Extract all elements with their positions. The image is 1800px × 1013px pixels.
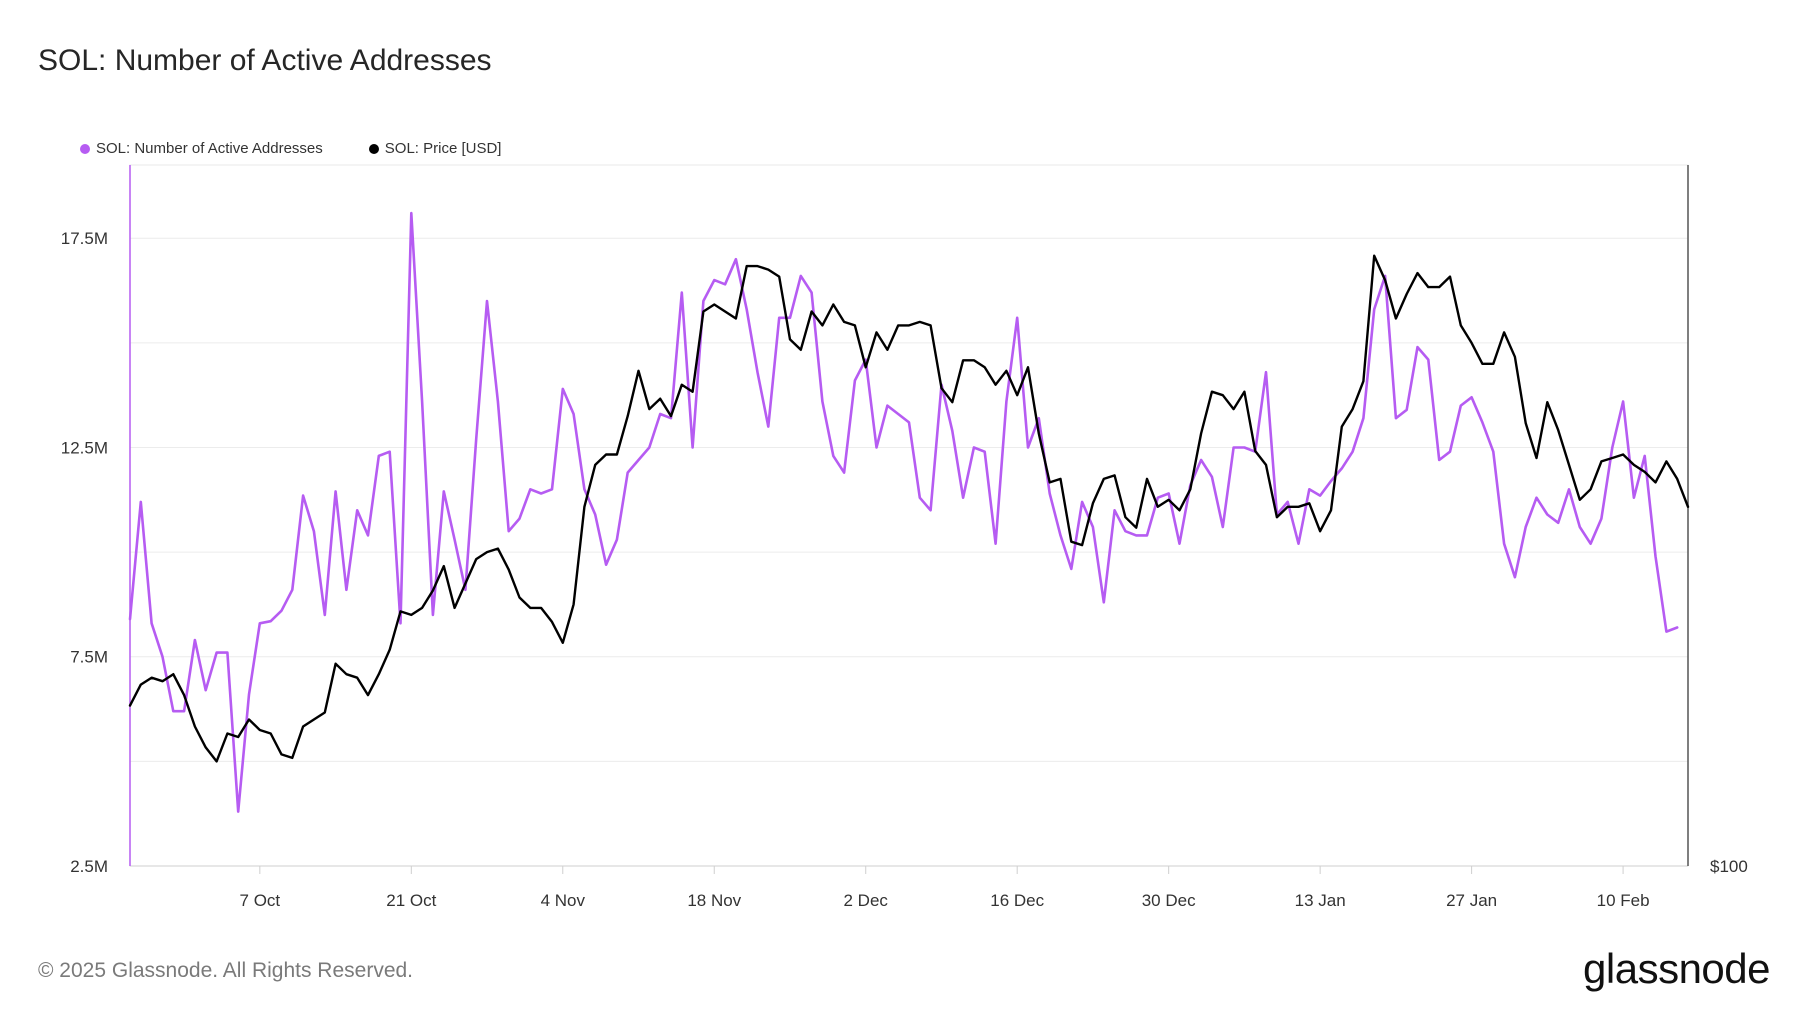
- plot-area: [129, 164, 1689, 867]
- copyright-text: © 2025 Glassnode. All Rights Reserved.: [38, 959, 414, 982]
- x-tick-label: 10 Feb: [1597, 891, 1650, 910]
- x-tick-label: 21 Oct: [386, 891, 436, 910]
- y-tick-label-left: 17.5M: [61, 229, 108, 248]
- legend-item-price[interactable]: SOL: Price [USD]: [368, 140, 502, 157]
- legend-item-active-addresses[interactable]: SOL: Number of Active Addresses: [80, 140, 323, 157]
- legend-dot-price: [368, 143, 379, 154]
- chart-legend: SOL: Number of Active Addresses SOL: Pri…: [80, 140, 501, 157]
- legend-label-price: SOL: Price [USD]: [384, 140, 502, 157]
- x-tick-label: 13 Jan: [1295, 891, 1346, 910]
- y-tick-label-left: 12.5M: [61, 438, 108, 457]
- series-line-price: [128, 254, 1690, 763]
- x-tick-label: 4 Nov: [541, 891, 586, 910]
- x-tick-label: 7 Oct: [240, 891, 281, 910]
- legend-label-active-addresses: SOL: Number of Active Addresses: [96, 140, 323, 157]
- page-title: SOL: Number of Active Addresses: [38, 44, 492, 77]
- glassnode-logo: glassnode: [1583, 945, 1770, 992]
- series-line-active-addresses: [128, 211, 1679, 813]
- x-tick-label: 27 Jan: [1446, 891, 1497, 910]
- y-tick-label-left: 2.5M: [70, 857, 108, 876]
- x-tick-label: 18 Nov: [687, 891, 741, 910]
- y-tick-label-left: 7.5M: [70, 648, 108, 667]
- x-tick-label: 2 Dec: [844, 891, 889, 910]
- x-tick-label: 16 Dec: [990, 891, 1044, 910]
- y-tick-label-right: $100: [1710, 857, 1748, 876]
- legend-dot-active-addresses: [80, 143, 90, 154]
- x-tick-label: 30 Dec: [1142, 891, 1196, 910]
